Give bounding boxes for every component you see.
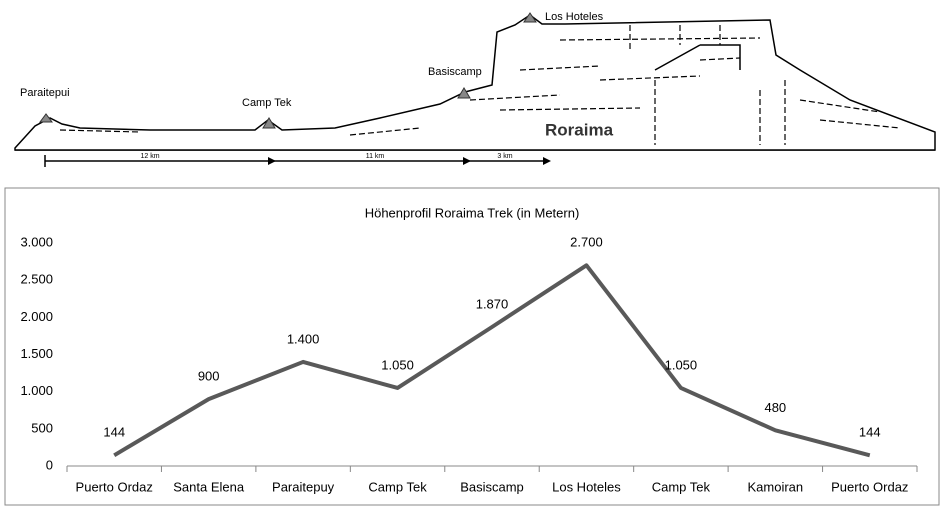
distance-label: 12 km — [140, 153, 159, 160]
y-tick-label: 1.500 — [20, 346, 53, 361]
place-label: Basiscamp — [428, 66, 482, 78]
plot: 0 500 1.000 1.500 2.000 2.500 3.000 Puerto Orda… — [20, 234, 918, 494]
illustration: Paraitepui Camp Tek Basiscamp Los Hotele… — [14, 11, 936, 167]
x-tick-label: Kamoiran — [748, 479, 804, 494]
x-tick-label: Santa Elena — [173, 479, 245, 494]
place-label: Camp Tek — [242, 97, 292, 109]
y-tick-label: 0 — [46, 457, 53, 472]
data-label: 2.700 — [570, 235, 603, 250]
mountain-label: Roraima — [545, 120, 614, 139]
data-label: 144 — [103, 425, 125, 440]
y-tick-label: 1.000 — [20, 383, 53, 398]
y-tick-label: 500 — [31, 420, 53, 435]
data-label: 480 — [764, 400, 786, 415]
mountain-profile — [14, 14, 936, 151]
texture — [59, 25, 901, 145]
line — [113, 263, 871, 458]
distance-label: 3 km — [497, 153, 512, 160]
data-label: 1.050 — [665, 357, 698, 372]
x-tick-label: Puerto Ordaz — [76, 479, 153, 494]
cliff — [654, 44, 741, 71]
distance-arrows — [44, 155, 543, 167]
x-tick-label: Paraitepuy — [272, 479, 335, 494]
x-tick-label: Los Hoteles — [552, 479, 621, 494]
distance-label: 11 km — [366, 153, 385, 160]
x-tick-label: Camp Tek — [368, 479, 427, 494]
y-tick-label: 2.000 — [20, 309, 53, 324]
data-label: 1.050 — [381, 357, 414, 372]
place-label: Paraitepui — [20, 87, 70, 99]
data-label: 1.870 — [476, 296, 509, 311]
camp-markers — [39, 12, 537, 129]
data-label: 144 — [859, 425, 881, 440]
chart-frame — [4, 187, 940, 506]
data-label: 1.400 — [287, 331, 320, 346]
y-tick-label: 2.500 — [20, 272, 53, 287]
data-label: 900 — [198, 369, 220, 384]
x-tick-label: Puerto Ordaz — [831, 479, 908, 494]
chart-title: Höhenprofil Roraima Trek (in Metern) — [365, 205, 580, 220]
x-tick-label: Basiscamp — [460, 479, 524, 494]
x-tick-label: Camp Tek — [652, 479, 711, 494]
place-label: Los Hoteles — [545, 11, 604, 23]
y-tick-label: 3.000 — [20, 234, 53, 249]
